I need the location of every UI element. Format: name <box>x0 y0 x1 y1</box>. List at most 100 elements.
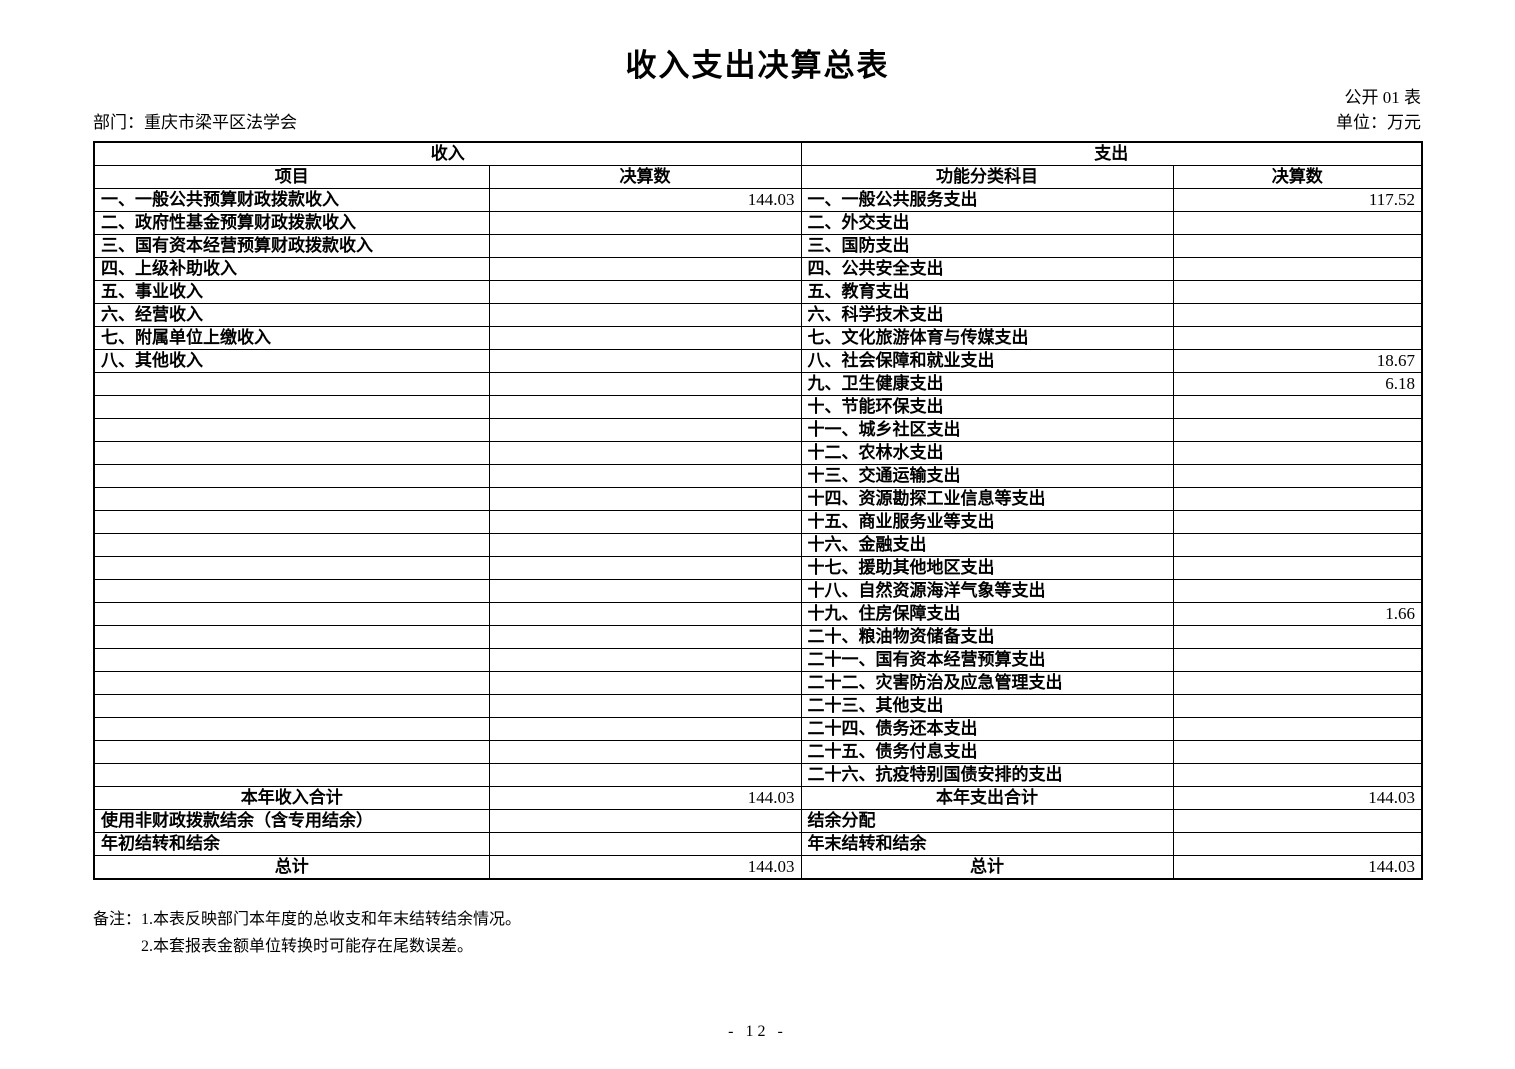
expense-value-cell <box>1172 763 1423 787</box>
expense-value-cell: 1.66 <box>1172 602 1423 626</box>
expense-value-cell <box>1172 395 1423 419</box>
expense-item-cell: 九、卫生健康支出 <box>800 372 1174 396</box>
expense-item-cell: 十二、农林水支出 <box>800 441 1174 465</box>
income-item-cell: 四、上级补助收入 <box>93 257 490 281</box>
income-value-cell <box>488 625 802 649</box>
income-item-cell: 二、政府性基金预算财政拨款收入 <box>93 211 490 235</box>
table-body: 一、一般公共预算财政拨款收入 144.03 一、一般公共服务支出 117.52 二、政府… <box>93 188 1423 880</box>
expense-value-cell <box>1172 326 1423 350</box>
income-value-cell <box>488 326 802 350</box>
table-row: 十、节能环保支出 <box>93 395 1423 419</box>
table-row: 二十六、抗疫特别国债安排的支出 <box>93 763 1423 787</box>
table-row: 十三、交通运输支出 <box>93 464 1423 488</box>
income-item-cell: 三、国有资本经营预算财政拨款收入 <box>93 234 490 258</box>
expense-item-cell: 六、科学技术支出 <box>800 303 1174 327</box>
income-item-cell: 一、一般公共预算财政拨款收入 <box>93 188 490 212</box>
expense-item-cell: 十一、城乡社区支出 <box>800 418 1174 442</box>
table-row: 二十四、债务还本支出 <box>93 717 1423 741</box>
expense-value-cell <box>1172 418 1423 442</box>
expense-value-cell <box>1172 671 1423 695</box>
expense-value-cell <box>1172 211 1423 235</box>
income-item-cell <box>93 418 490 442</box>
income-value-cell <box>488 832 802 856</box>
doc-code: 公开 01 表 <box>1344 88 1422 107</box>
expense-item-cell: 十、节能环保支出 <box>800 395 1174 419</box>
expense-value-cell <box>1172 487 1423 511</box>
notes-lines: 1.本表反映部门本年度的总收支和年末结转结余情况。 2.本套报表金额单位转换时可… <box>141 906 521 960</box>
income-value-cell <box>488 717 802 741</box>
income-item-cell: 本年收入合计 <box>93 786 490 810</box>
income-value-cell <box>488 211 802 235</box>
expense-value-cell <box>1172 510 1423 534</box>
income-item-col-header: 项目 <box>93 165 490 189</box>
expense-item-cell: 二十五、债务付息支出 <box>800 740 1174 764</box>
table-row: 总计 144.03 总计 144.03 <box>93 855 1423 880</box>
expense-item-col-header: 功能分类科目 <box>800 165 1174 189</box>
income-value-cell: 144.03 <box>488 188 802 212</box>
income-value-cell <box>488 510 802 534</box>
income-value-cell <box>488 740 802 764</box>
table-row: 一、一般公共预算财政拨款收入 144.03 一、一般公共服务支出 117.52 <box>93 188 1423 212</box>
table-row: 二、政府性基金预算财政拨款收入 二、外交支出 <box>93 211 1423 235</box>
income-value-cell <box>488 395 802 419</box>
income-value-cell <box>488 464 802 488</box>
table-row: 十五、商业服务业等支出 <box>93 510 1423 534</box>
expense-value-cell <box>1172 556 1423 580</box>
meta-row: 部门：重庆市梁平区法学会 单位：万元 <box>93 111 1421 141</box>
table-row: 十四、资源勘探工业信息等支出 <box>93 487 1423 511</box>
income-item-cell <box>93 533 490 557</box>
table-row: 使用非财政拨款结余（含专用结余） 结余分配 <box>93 809 1423 833</box>
income-item-cell <box>93 625 490 649</box>
income-value-cell <box>488 579 802 603</box>
table-row: 四、上级补助收入 四、公共安全支出 <box>93 257 1423 281</box>
expense-value-cell: 117.52 <box>1172 188 1423 212</box>
expense-value-cell <box>1172 740 1423 764</box>
income-value-cell <box>488 234 802 258</box>
table-row: 本年收入合计 144.03 本年支出合计 144.03 <box>93 786 1423 810</box>
income-item-cell: 使用非财政拨款结余（含专用结余） <box>93 809 490 833</box>
income-value-cell <box>488 349 802 373</box>
income-item-cell <box>93 694 490 718</box>
expense-value-cell <box>1172 579 1423 603</box>
income-value-cell <box>488 763 802 787</box>
note-line-2: 2.本套报表金额单位转换时可能存在尾数误差。 <box>141 938 474 955</box>
income-item-cell <box>93 602 490 626</box>
income-value-cell <box>488 809 802 833</box>
income-item-cell: 六、经营收入 <box>93 303 490 327</box>
expense-value-cell: 144.03 <box>1172 855 1423 880</box>
notes-label: 备注： <box>93 911 142 928</box>
income-value-cell <box>488 648 802 672</box>
expense-item-cell: 二十六、抗疫特别国债安排的支出 <box>800 763 1174 787</box>
income-item-cell <box>93 763 490 787</box>
table-row: 年初结转和结余 年末结转和结余 <box>93 832 1423 856</box>
income-item-cell: 八、其他收入 <box>93 349 490 373</box>
income-value-cell <box>488 303 802 327</box>
income-item-cell <box>93 395 490 419</box>
expense-value-cell <box>1172 257 1423 281</box>
department-field: 部门：重庆市梁平区法学会 <box>93 113 297 132</box>
income-item-cell <box>93 487 490 511</box>
expense-item-cell: 十四、资源勘探工业信息等支出 <box>800 487 1174 511</box>
income-value-cell <box>488 671 802 695</box>
income-value-cell <box>488 441 802 465</box>
table-row: 十六、金融支出 <box>93 533 1423 557</box>
expense-item-cell: 十七、援助其他地区支出 <box>800 556 1174 580</box>
income-section-header: 收入 <box>93 141 802 166</box>
income-item-cell <box>93 579 490 603</box>
expense-item-cell: 一、一般公共服务支出 <box>800 188 1174 212</box>
table-row: 十九、住房保障支出 1.66 <box>93 602 1423 626</box>
expense-value-cell <box>1172 809 1423 833</box>
expense-item-cell: 十五、商业服务业等支出 <box>800 510 1174 534</box>
income-item-cell <box>93 464 490 488</box>
expense-value-cell <box>1172 648 1423 672</box>
income-item-cell: 五、事业收入 <box>93 280 490 304</box>
income-value-cell <box>488 694 802 718</box>
income-value-col-header: 决算数 <box>488 165 802 189</box>
table-row: 九、卫生健康支出 6.18 <box>93 372 1423 396</box>
expense-item-cell: 二十四、债务还本支出 <box>800 717 1174 741</box>
income-value-cell <box>488 556 802 580</box>
budget-summary-table: 收入 支出 项目 决算数 功能分类科目 决算数 一、一般公共预算财政拨款收入 14… <box>93 141 1423 880</box>
income-item-cell <box>93 740 490 764</box>
table-row: 六、经营收入 六、科学技术支出 <box>93 303 1423 327</box>
